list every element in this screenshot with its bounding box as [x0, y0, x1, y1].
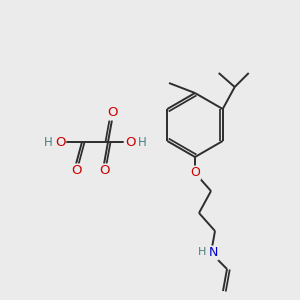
Text: N: N — [208, 247, 218, 260]
Text: O: O — [55, 136, 65, 148]
Text: O: O — [71, 164, 81, 178]
Text: H: H — [44, 136, 52, 148]
Text: O: O — [190, 167, 200, 179]
Text: H: H — [198, 247, 206, 257]
Text: O: O — [99, 164, 109, 178]
Text: O: O — [107, 106, 117, 119]
Text: H: H — [138, 136, 146, 148]
Text: O: O — [125, 136, 135, 148]
